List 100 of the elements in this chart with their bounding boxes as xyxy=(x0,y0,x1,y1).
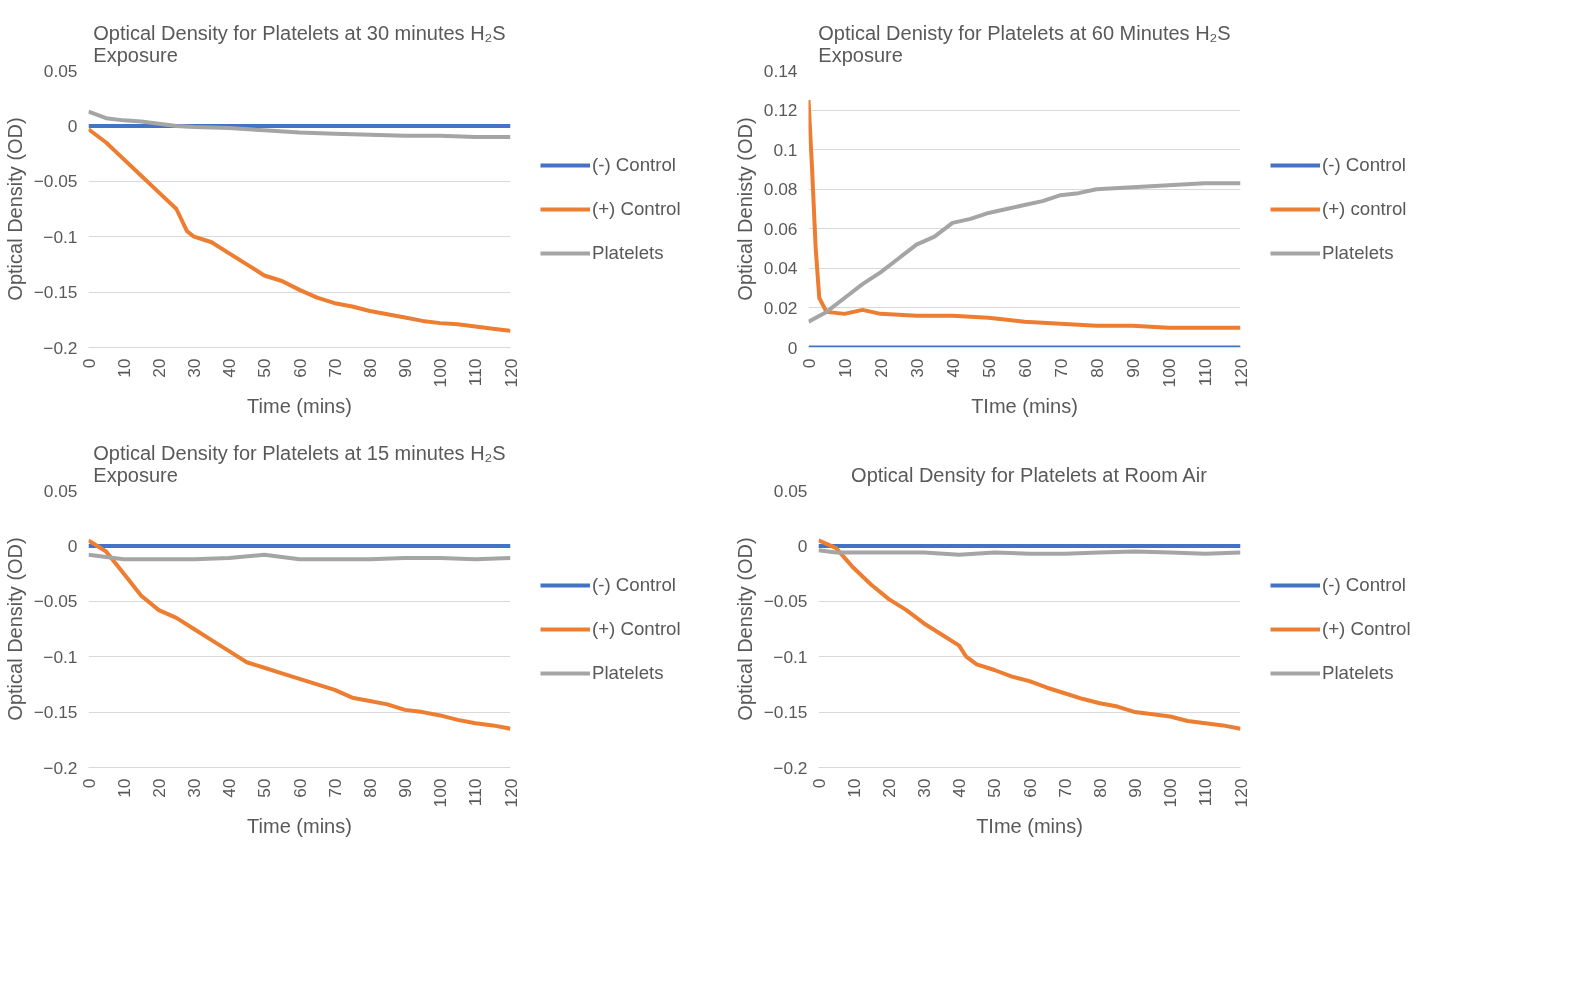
x-tick-label: 30 xyxy=(914,778,934,798)
legend-label: (-) Control xyxy=(1322,153,1406,176)
x-tick-label: 60 xyxy=(289,778,310,798)
x-tick-label: 0 xyxy=(808,778,829,789)
y-tick-label: 0.1 xyxy=(773,139,798,160)
x-tick-label: 80 xyxy=(359,778,380,798)
x-tick-label: 80 xyxy=(1089,778,1110,798)
x-tick-label: 90 xyxy=(395,358,415,378)
x-tick-label: 120 xyxy=(500,358,521,388)
x-tick-label: 70 xyxy=(324,358,345,378)
legend-label: (+) Control xyxy=(1322,617,1411,640)
x-tick-label: 10 xyxy=(843,778,864,798)
x-tick-label: 110 xyxy=(465,358,486,387)
x-tick-label: 70 xyxy=(1050,358,1071,378)
x-tick-label: 60 xyxy=(1019,778,1040,798)
x-tick-label: 90 xyxy=(395,778,415,798)
y-tick-label: 0.06 xyxy=(763,218,798,239)
x-tick-label: 120 xyxy=(1230,358,1251,388)
legend-label: Platelets xyxy=(592,661,664,684)
x-tick-label: 70 xyxy=(1054,778,1075,798)
x-tick-label: 20 xyxy=(878,778,899,798)
legend-label: (+) Control xyxy=(592,617,681,640)
x-tick-label: 40 xyxy=(219,358,240,378)
y-axis-title: Optical Density (OD) xyxy=(3,537,26,721)
y-tick-label: 0.02 xyxy=(763,297,798,318)
x-tick-label: 60 xyxy=(1014,358,1035,378)
x-tick-label: 70 xyxy=(324,778,345,798)
x-tick-label: 10 xyxy=(113,358,134,378)
line-series xyxy=(808,98,1241,330)
legend-label: (-) Control xyxy=(592,573,676,596)
y-tick-label: −0.05 xyxy=(33,171,78,192)
line-series xyxy=(88,127,511,333)
y-tick-label: 0 xyxy=(67,115,78,136)
y-tick-label: 0 xyxy=(67,535,78,556)
x-tick-label: 50 xyxy=(978,358,999,378)
line-series xyxy=(818,538,1241,731)
y-tick-label: 0.12 xyxy=(763,100,798,121)
x-tick-label: 80 xyxy=(1086,358,1107,378)
chart-title: Optical Density for Platelets at 15 minutes H₂S Exposure xyxy=(93,441,506,486)
x-tick-label: 30 xyxy=(184,358,204,378)
x-tick-label: 0 xyxy=(78,778,99,789)
x-axis-title: Time (mins) xyxy=(247,815,352,838)
x-tick-label: 10 xyxy=(834,358,855,378)
y-axis-title: Optical Density (OD) xyxy=(733,537,756,721)
y-tick-label: 0.05 xyxy=(773,480,808,501)
y-tick-label: −0.2 xyxy=(43,337,78,358)
chart-title: Optical Density for Platelets at Room Air xyxy=(851,463,1208,486)
x-tick-label: 30 xyxy=(906,358,927,378)
x-tick-label: 110 xyxy=(465,778,486,807)
x-tick-label: 110 xyxy=(1194,358,1215,387)
y-tick-label: −0.1 xyxy=(773,646,808,667)
legend-label: Platelets xyxy=(592,241,664,264)
y-tick-label: −0.2 xyxy=(43,757,78,778)
x-tick-label: 50 xyxy=(254,778,275,798)
x-axis-title: TIme (mins) xyxy=(976,815,1083,838)
x-tick-label: 50 xyxy=(984,778,1005,798)
x-tick-label: 100 xyxy=(1158,358,1179,388)
legend-label: (-) Control xyxy=(592,153,676,176)
legend-label: (+) Control xyxy=(592,197,681,220)
legend-label: Platelets xyxy=(1322,241,1394,264)
y-tick-label: 0.08 xyxy=(763,179,798,200)
legend-label: (-) Control xyxy=(1322,573,1406,596)
x-tick-label: 20 xyxy=(870,358,891,378)
y-tick-label: −0.2 xyxy=(773,757,808,778)
x-tick-label: 40 xyxy=(949,778,970,798)
line-series xyxy=(88,109,511,139)
y-tick-label: 0.05 xyxy=(43,480,78,501)
x-tick-label: 40 xyxy=(942,358,963,378)
y-tick-label: −0.15 xyxy=(33,702,78,723)
x-tick-label: 90 xyxy=(1122,358,1143,378)
x-tick-label: 110 xyxy=(1195,778,1216,807)
x-tick-label: 60 xyxy=(289,358,310,378)
x-tick-label: 0 xyxy=(78,358,99,369)
chart-title: Optical Denisty for Platelets at 60 Minutes H₂S Exposure xyxy=(818,21,1231,66)
y-axis-title: Optical Denisty (OD) xyxy=(733,117,756,301)
x-tick-label: 0 xyxy=(798,358,819,369)
legend-label: Platelets xyxy=(1322,661,1394,684)
x-tick-label: 100 xyxy=(1160,778,1181,808)
y-tick-label: −0.05 xyxy=(763,591,808,612)
x-tick-label: 100 xyxy=(430,358,451,388)
y-tick-label: −0.15 xyxy=(33,282,78,303)
x-tick-label: 20 xyxy=(148,778,169,798)
legend-label: (+) control xyxy=(1322,197,1407,220)
x-tick-label: 100 xyxy=(430,778,451,808)
x-tick-label: 10 xyxy=(113,778,134,798)
x-axis-title: TIme (mins) xyxy=(971,395,1078,418)
x-tick-label: 50 xyxy=(254,358,275,378)
y-axis-title: Optical Density (OD) xyxy=(3,117,26,301)
x-tick-label: 120 xyxy=(1230,778,1251,808)
y-tick-label: −0.1 xyxy=(43,646,78,667)
y-tick-label: −0.1 xyxy=(43,226,78,247)
line-series xyxy=(88,538,511,731)
chart-title: Optical Density for Platelets at 30 minutes H₂S Exposure xyxy=(93,21,506,66)
y-tick-label: −0.15 xyxy=(763,702,808,723)
y-tick-label: 0.14 xyxy=(763,60,798,81)
y-tick-label: 0.05 xyxy=(43,60,78,81)
x-tick-label: 80 xyxy=(359,358,380,378)
x-axis-title: Time (mins) xyxy=(247,395,352,418)
x-tick-label: 90 xyxy=(1125,778,1145,798)
y-tick-label: 0.04 xyxy=(763,258,798,279)
